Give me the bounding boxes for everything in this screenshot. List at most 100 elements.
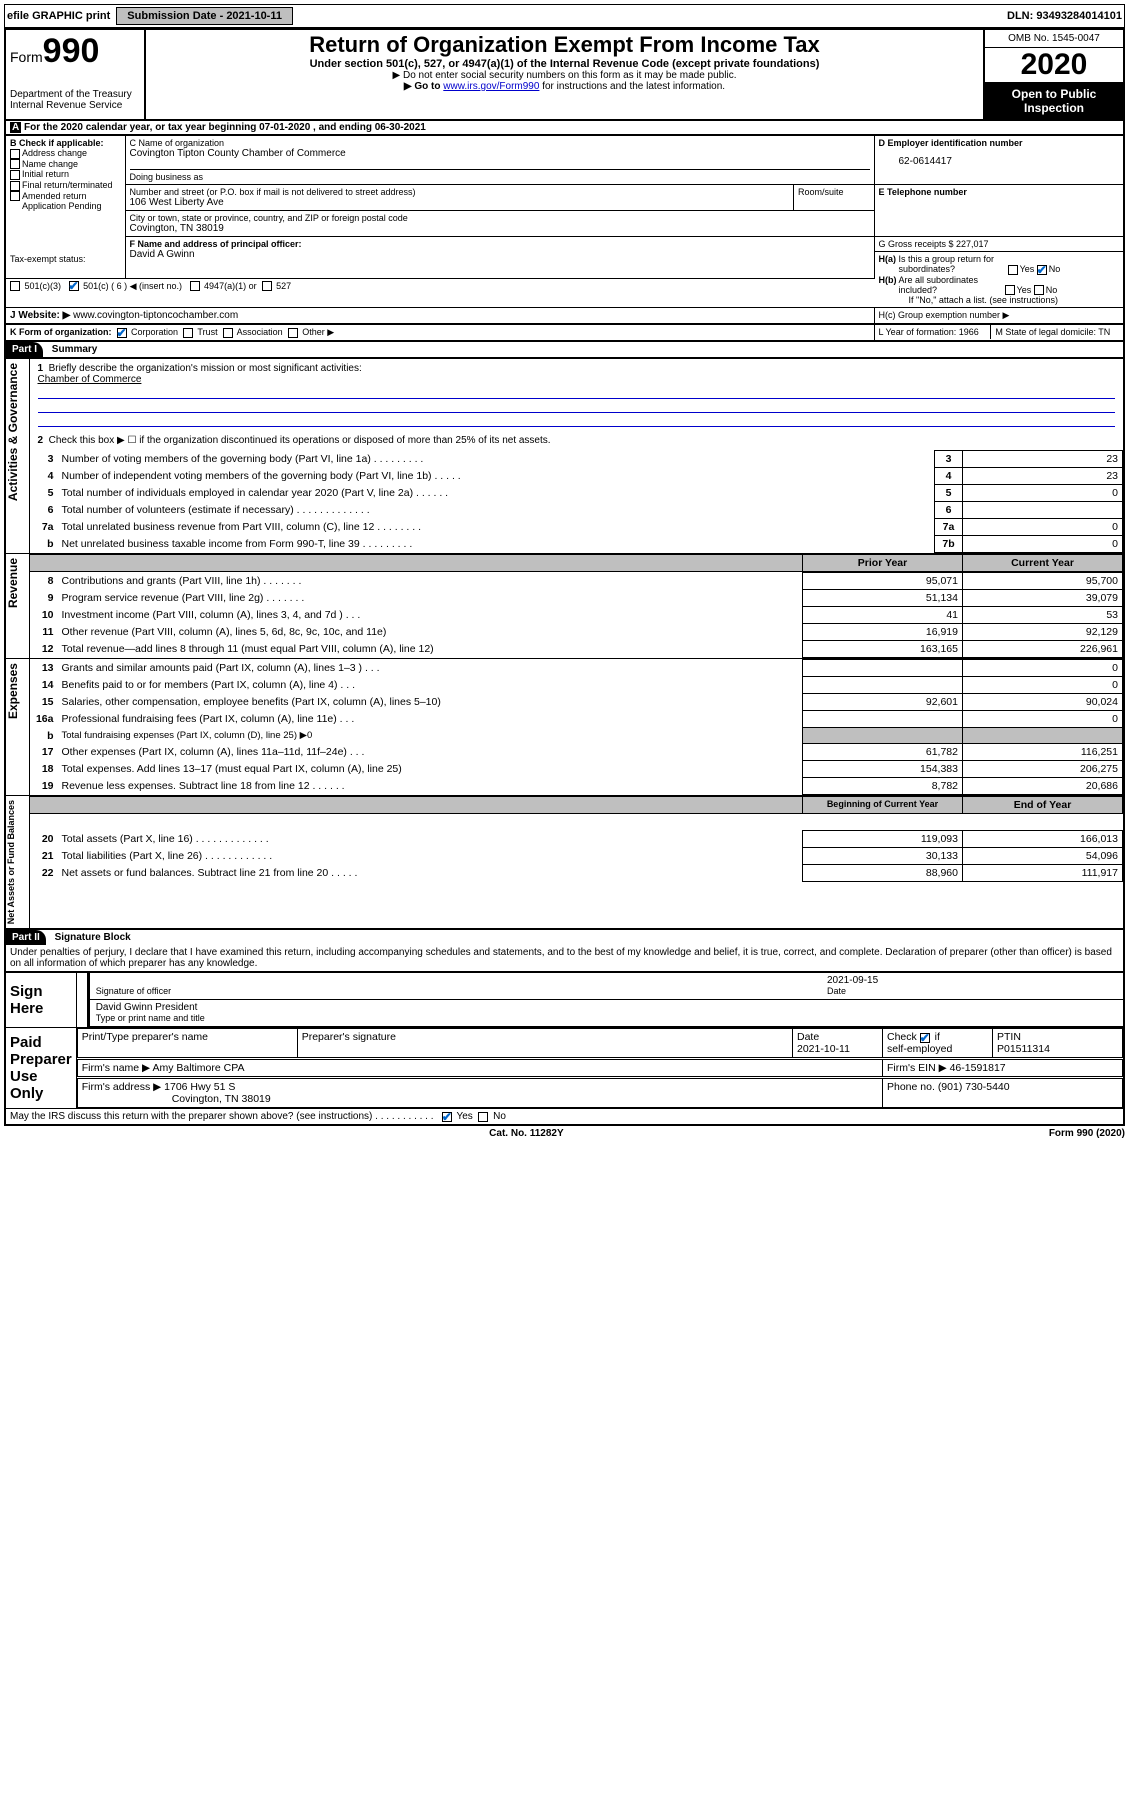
col-current: Current Year xyxy=(963,555,1123,572)
dln-label: DLN: 93493284014101 xyxy=(1007,10,1122,22)
name-change-checkbox[interactable] xyxy=(10,159,20,169)
h-c-label: H(c) Group exemption number ▶ xyxy=(874,308,1124,325)
efile-label: efile GRAPHIC print xyxy=(7,10,110,22)
initial-return-checkbox[interactable] xyxy=(10,170,20,180)
box-g-label: G Gross receipts $ 227,017 xyxy=(874,237,1124,252)
vlabel-revenue: Revenue xyxy=(6,554,20,612)
prep-date-cell: Date2021-10-11 xyxy=(793,1029,883,1058)
room-suite-label: Room/suite xyxy=(794,185,874,211)
footer-right: Form 990 (2020) xyxy=(1049,1128,1125,1139)
box-l: L Year of formation: 1966 xyxy=(875,325,991,339)
part1-title: Summary xyxy=(46,344,98,355)
submission-button[interactable]: Submission Date - 2021-10-11 xyxy=(116,7,293,25)
part2-title: Signature Block xyxy=(49,932,131,943)
self-employed-checkbox[interactable] xyxy=(920,1033,930,1043)
page-footer: Cat. No. 11282Y Form 990 (2020) xyxy=(4,1126,1125,1139)
governance-rows: 3Number of voting members of the governi… xyxy=(30,450,1124,553)
city-label: City or town, state or province, country… xyxy=(130,213,870,223)
line1-label: Briefly describe the organization's miss… xyxy=(49,363,362,374)
ptin-cell: PTINP01511314 xyxy=(993,1029,1123,1058)
firm-addr1: 1706 Hwy 51 S xyxy=(164,1081,235,1093)
part1-header: Part I xyxy=(6,342,43,357)
box-m: M State of legal domicile: TN xyxy=(991,325,1123,339)
amended-return-checkbox[interactable] xyxy=(10,191,20,201)
tax-exempt-label: Tax-exempt status: xyxy=(10,254,121,264)
prep-sig-label: Preparer's signature xyxy=(297,1029,792,1058)
box-e-label: E Telephone number xyxy=(879,187,1120,197)
box-b-header: B Check if applicable: xyxy=(10,138,121,148)
top-toolbar: efile GRAPHIC print Submission Date - 20… xyxy=(4,4,1125,28)
addr-label: Number and street (or P.O. box if mail i… xyxy=(130,187,790,197)
discuss-yes-checkbox[interactable] xyxy=(442,1112,452,1122)
sig-date-label: Date xyxy=(827,986,846,996)
ha-no-checkbox[interactable] xyxy=(1037,265,1047,275)
ha-yes-checkbox[interactable] xyxy=(1008,265,1018,275)
discuss-no-checkbox[interactable] xyxy=(478,1112,488,1122)
vlabel-expenses: Expenses xyxy=(6,659,20,723)
website-label: Website: ▶ xyxy=(18,310,70,321)
city-state-zip: Covington, TN 38019 xyxy=(130,223,870,234)
527-checkbox[interactable] xyxy=(262,281,272,291)
net-rows: 20Total assets (Part X, line 16) . . . .… xyxy=(30,830,1124,882)
principal-officer: David A Gwinn xyxy=(130,249,870,260)
type-name-label: Type or print name and title xyxy=(96,1013,205,1023)
phone-value: (901) 730-5440 xyxy=(938,1081,1010,1093)
ein-value: 62-0614417 xyxy=(879,148,1120,167)
form-subtitle2: ▶ Do not enter social security numbers o… xyxy=(150,70,979,81)
firm-ein-label: Firm's EIN ▶ xyxy=(887,1062,947,1074)
omb-number: OMB No. 1545-0047 xyxy=(985,30,1123,48)
dept-label: Department of the Treasury xyxy=(10,89,140,100)
part1-table: Activities & Governance 1 Briefly descri… xyxy=(4,357,1125,930)
form-subtitle3: ▶ Go to www.irs.gov/Form990 for instruct… xyxy=(150,81,979,92)
prep-name-label: Print/Type preparer's name xyxy=(77,1029,297,1058)
other-checkbox[interactable] xyxy=(288,328,298,338)
corp-checkbox[interactable] xyxy=(117,328,127,338)
firm-name-value: Amy Baltimore CPA xyxy=(152,1062,244,1074)
firm-addr-label: Firm's address ▶ xyxy=(82,1081,162,1093)
vlabel-net: Net Assets or Fund Balances xyxy=(6,796,16,928)
sig-officer-label: Signature of officer xyxy=(96,986,171,996)
form-id: Form990 xyxy=(10,32,140,71)
501c3-checkbox[interactable] xyxy=(10,281,20,291)
trust-checkbox[interactable] xyxy=(183,328,193,338)
signature-table: Sign Here Signature of officer 2021-09-1… xyxy=(4,973,1125,1126)
501c-checkbox[interactable] xyxy=(69,281,79,291)
officer-name-value: David Gwinn President xyxy=(96,1002,198,1013)
line2-label: Check this box ▶ ☐ if the organization d… xyxy=(49,435,551,446)
h-b-label: H(b) Are all subordinates included? Yes … xyxy=(879,275,1120,296)
dba-label: Doing business as xyxy=(130,169,870,182)
4947-checkbox[interactable] xyxy=(190,281,200,291)
tax-period-line: A For the 2020 calendar year, or tax yea… xyxy=(4,121,1125,134)
part2-header: Part II xyxy=(6,930,46,945)
firm-addr2: Covington, TN 38019 xyxy=(82,1093,271,1105)
expense-rows: 13Grants and similar amounts paid (Part … xyxy=(30,659,1124,795)
form-subtitle1: Under section 501(c), 527, or 4947(a)(1)… xyxy=(150,58,979,70)
open-public-label: Open to Public Inspection xyxy=(985,83,1123,119)
check-if-self: Check ifself-employed xyxy=(883,1029,993,1058)
irs-label: Internal Revenue Service xyxy=(10,100,140,111)
hb-yes-checkbox[interactable] xyxy=(1005,285,1015,295)
street-address: 106 West Liberty Ave xyxy=(130,197,790,208)
sign-here-label: Sign Here xyxy=(5,973,76,1028)
form-number: 990 xyxy=(43,32,100,70)
final-return-checkbox[interactable] xyxy=(10,181,20,191)
col-begin: Beginning of Current Year xyxy=(803,797,963,814)
hb-no-checkbox[interactable] xyxy=(1034,285,1044,295)
form-word: Form xyxy=(10,49,43,65)
firm-ein-value: 46-1591817 xyxy=(950,1062,1006,1074)
identity-block: B Check if applicable: Address change Na… xyxy=(4,134,1125,342)
tax-year: 2020 xyxy=(985,48,1123,83)
declaration-text: Under penalties of perjury, I declare th… xyxy=(4,945,1125,973)
sig-date-value: 2021-09-15 xyxy=(827,975,878,986)
form-header-table: Form990 Department of the Treasury Inter… xyxy=(4,28,1125,121)
box-j-label: J xyxy=(10,310,16,321)
instructions-link[interactable]: www.irs.gov/Form990 xyxy=(443,81,539,92)
assoc-checkbox[interactable] xyxy=(223,328,233,338)
box-k-row: K Form of organization: Corporation Trus… xyxy=(5,324,874,341)
phone-label: Phone no. xyxy=(887,1081,935,1093)
vlabel-governance: Activities & Governance xyxy=(6,359,20,505)
discuss-label: May the IRS discuss this return with the… xyxy=(10,1111,434,1122)
tax-exempt-row: 501(c)(3) 501(c) ( 6 ) ◀ (insert no.) 49… xyxy=(5,278,874,308)
org-name: Covington Tipton County Chamber of Comme… xyxy=(130,148,870,159)
addr-change-checkbox[interactable] xyxy=(10,149,20,159)
